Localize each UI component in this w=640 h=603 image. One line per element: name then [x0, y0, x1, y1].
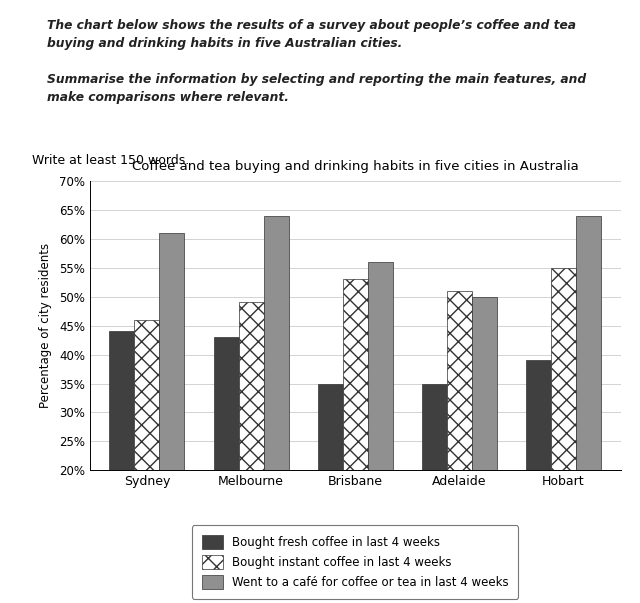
Bar — [264, 216, 289, 586]
Bar — [214, 337, 239, 586]
Bar — [526, 361, 551, 586]
Bar — [109, 332, 134, 586]
Bar — [472, 297, 497, 586]
Legend: Bought fresh coffee in last 4 weeks, Bought instant coffee in last 4 weeks, Went: Bought fresh coffee in last 4 weeks, Bou… — [192, 525, 518, 599]
Bar — [551, 268, 576, 586]
Bar — [368, 262, 393, 586]
Y-axis label: Percentage of city residents: Percentage of city residents — [40, 243, 52, 408]
Bar — [342, 279, 368, 586]
Bar — [239, 303, 264, 586]
Text: Write at least 150 words.: Write at least 150 words. — [32, 154, 189, 167]
Bar — [422, 384, 447, 586]
Bar — [576, 216, 601, 586]
Bar — [447, 291, 472, 586]
Bar — [159, 233, 184, 586]
Title: Coffee and tea buying and drinking habits in five cities in Australia: Coffee and tea buying and drinking habit… — [132, 160, 579, 173]
Bar — [134, 320, 159, 586]
Bar — [317, 384, 342, 586]
Text: The chart below shows the results of a survey about people’s coffee and tea
buyi: The chart below shows the results of a s… — [47, 19, 586, 104]
